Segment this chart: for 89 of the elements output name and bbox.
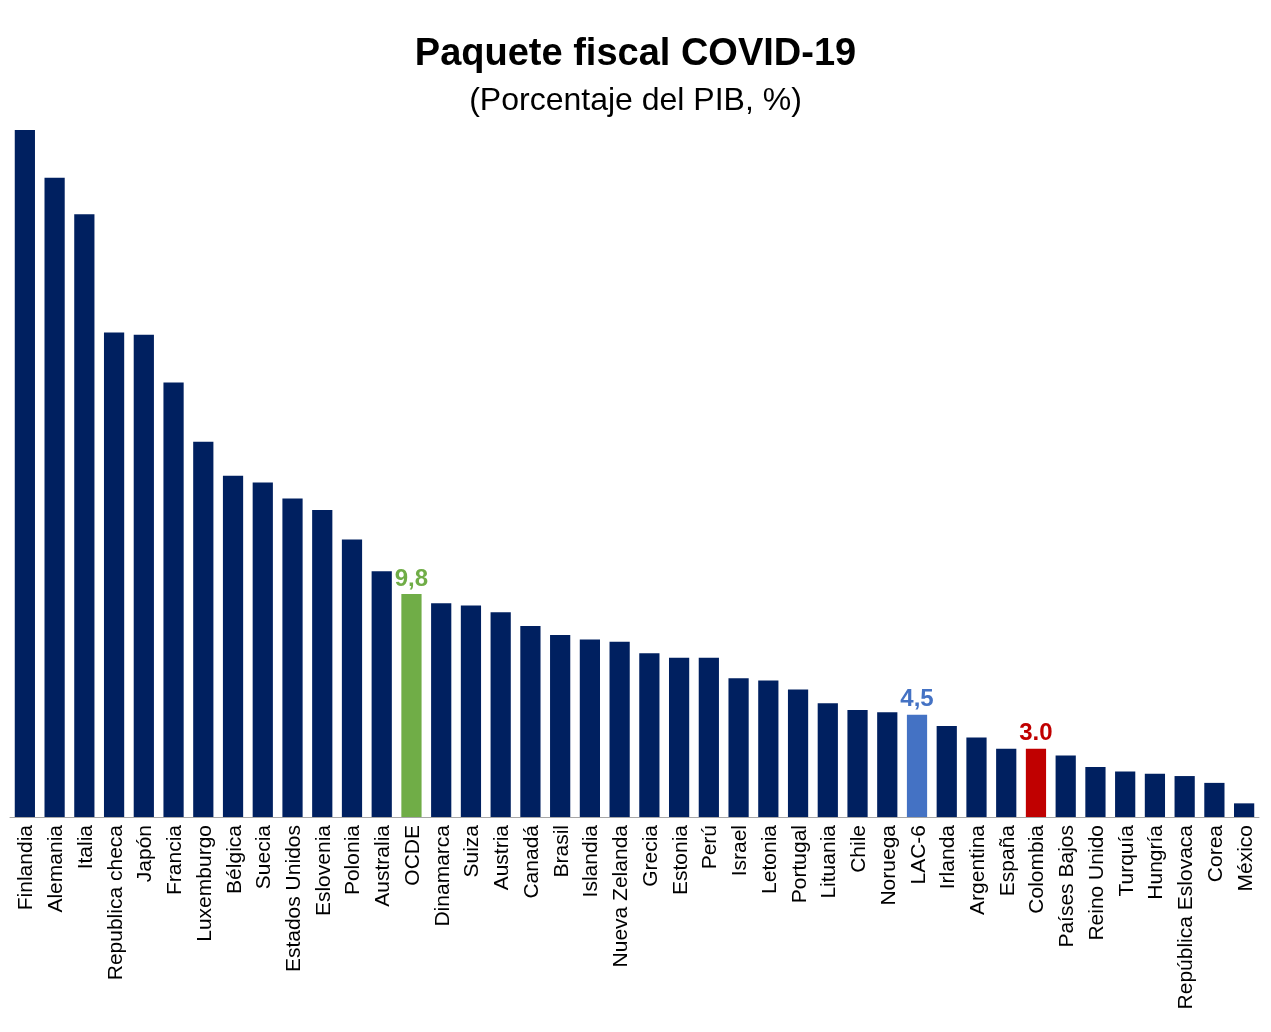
bar <box>817 703 838 817</box>
bar <box>252 482 273 817</box>
bar <box>312 509 333 817</box>
bar <box>1025 748 1047 817</box>
bar <box>222 475 244 817</box>
chart-title: Paquete fiscal COVID-19 <box>414 31 857 73</box>
x-tick-label: Austria <box>489 824 513 891</box>
x-tick-label: Chile <box>846 825 870 873</box>
x-tick-label: Irlanda <box>935 824 959 890</box>
x-tick-label: Perú <box>697 825 721 870</box>
bar <box>936 726 957 817</box>
data-label: 3.0 <box>1019 718 1053 746</box>
data-label: 4,5 <box>900 684 934 712</box>
bar <box>163 382 184 817</box>
bar <box>103 332 125 817</box>
x-tick-label: México <box>1232 825 1256 892</box>
bar <box>639 653 660 817</box>
bar <box>371 571 392 817</box>
bar <box>520 625 541 817</box>
bar <box>460 605 482 817</box>
bar <box>906 714 928 817</box>
x-tick-label: Japón <box>132 825 156 883</box>
x-tick-label: Grecia <box>637 824 661 887</box>
x-tick-label: OCDE <box>399 825 423 886</box>
bar <box>1115 771 1136 817</box>
x-tick-label: Australia <box>370 824 394 907</box>
x-tick-label: Finlandia <box>13 824 37 911</box>
bar <box>787 689 809 817</box>
x-tick-label: Portugal <box>786 825 810 904</box>
bar <box>1085 766 1106 817</box>
x-tick-label: Argentina <box>964 824 988 915</box>
x-tick-label: Islandia <box>578 824 602 898</box>
chart-subtitle: (Porcentaje del PIB, %) <box>469 81 802 117</box>
bar <box>1204 782 1225 817</box>
x-tick-label: Bélgica <box>221 824 245 894</box>
x-tick-label: Hungría <box>1143 824 1167 900</box>
x-tick-label: Reino Unido <box>1083 825 1107 941</box>
bar <box>550 635 571 817</box>
bar <box>996 748 1017 817</box>
x-tick-label: República Eslovaca <box>1173 824 1197 1010</box>
bar <box>133 334 154 817</box>
data-label: 9,8 <box>394 563 429 591</box>
x-tick-label: Dinamarca <box>429 824 453 927</box>
bar <box>490 612 511 817</box>
bar <box>193 441 214 817</box>
x-tick-label: Corea <box>1202 824 1226 883</box>
x-tick-label: Eslovenia <box>310 824 334 917</box>
x-tick-label: Estonia <box>667 824 691 896</box>
x-tick-label: Noruega <box>875 824 899 906</box>
x-tick-label: Suiza <box>459 824 483 878</box>
bar <box>44 177 65 817</box>
x-tick-label: Turquía <box>1113 824 1137 897</box>
bar <box>1144 773 1166 817</box>
x-tick-label: LAC-6 <box>905 825 929 885</box>
bar <box>847 710 868 817</box>
bar <box>966 737 987 817</box>
bar <box>341 539 363 817</box>
x-tick-label: Polonia <box>340 824 364 896</box>
x-tick-label: Canadá <box>518 824 542 899</box>
x-tick-label: Letonia <box>756 824 780 894</box>
x-tick-label: Brasil <box>548 825 572 878</box>
x-tick-label: Italia <box>72 824 96 870</box>
bar <box>669 657 690 817</box>
x-tick-label: Suecia <box>251 824 275 890</box>
x-tick-label: Israel <box>727 825 751 877</box>
bar <box>728 678 749 817</box>
bar <box>431 603 452 817</box>
x-tick-label: Nueva Zelanda <box>608 824 632 968</box>
bar <box>877 712 898 817</box>
x-tick-label: Lituania <box>816 824 840 899</box>
bar <box>401 594 422 817</box>
x-tick-label: Países Bajos <box>1054 825 1078 948</box>
bar <box>282 498 303 817</box>
x-tick-label: Luxemburgo <box>191 825 215 942</box>
bar <box>579 639 600 817</box>
x-tick-label: España <box>994 824 1018 897</box>
bar <box>1174 776 1195 817</box>
x-tick-label: Alemania <box>43 824 67 913</box>
bar <box>74 214 95 817</box>
x-tick-label: Francia <box>162 824 186 896</box>
bar <box>758 680 779 817</box>
bar <box>609 641 630 817</box>
bar <box>698 657 719 817</box>
bar <box>14 130 35 817</box>
bar <box>1234 803 1255 817</box>
x-tick-label: Estados Unidos <box>281 825 305 973</box>
x-tick-label: Colombia <box>1024 824 1048 914</box>
x-tick-label: Republica checa <box>102 824 126 981</box>
bar <box>1055 755 1076 817</box>
